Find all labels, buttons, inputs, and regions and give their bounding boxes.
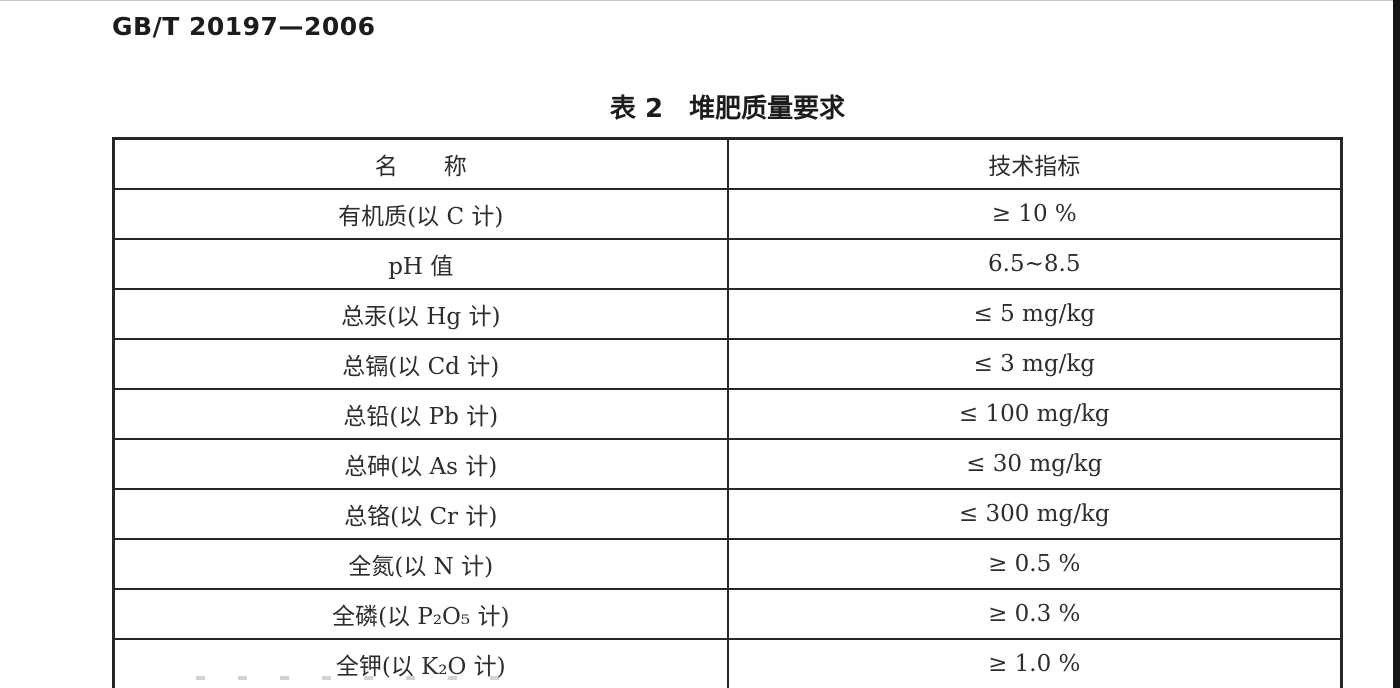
table-header-row: 名 称 技术指标 bbox=[112, 137, 1343, 190]
row-value-cell: ≥ 1.0 % bbox=[726, 638, 1343, 688]
standard-number: GB/T 20197—2006 bbox=[112, 12, 376, 41]
table-row: 有机质(以 C 计) ≥ 10 % bbox=[112, 188, 1343, 240]
row-name-cell: 总铬(以 Cr 计) bbox=[112, 488, 729, 540]
table-row: pH 值 6.5~8.5 bbox=[112, 238, 1343, 290]
scan-edge-artifact bbox=[1393, 0, 1400, 688]
row-name-cell: 总铅(以 Pb 计) bbox=[112, 388, 729, 440]
table-row: 总砷(以 As 计) ≤ 30 mg/kg bbox=[112, 438, 1343, 490]
row-name-cell: 总砷(以 As 计) bbox=[112, 438, 729, 490]
row-name-cell: 总汞(以 Hg 计) bbox=[112, 288, 729, 340]
row-name-cell: pH 值 bbox=[112, 238, 729, 290]
row-value-cell: 6.5~8.5 bbox=[726, 238, 1343, 290]
row-value-cell: ≥ 10 % bbox=[726, 188, 1343, 240]
row-name-cell: 有机质(以 C 计) bbox=[112, 188, 729, 240]
table-row: 总汞(以 Hg 计) ≤ 5 mg/kg bbox=[112, 288, 1343, 340]
table-row: 全氮(以 N 计) ≥ 0.5 % bbox=[112, 538, 1343, 590]
table-row: 总铅(以 Pb 计) ≤ 100 mg/kg bbox=[112, 388, 1343, 440]
table-row: 全钾(以 K₂O 计) ≥ 1.0 % bbox=[112, 638, 1343, 688]
compost-quality-table: 名 称 技术指标 有机质(以 C 计) ≥ 10 % pH 值 6.5~8.5 … bbox=[112, 137, 1343, 688]
row-name-cell: 总镉(以 Cd 计) bbox=[112, 338, 729, 390]
row-value-cell: ≤ 300 mg/kg bbox=[726, 488, 1343, 540]
column-header-name: 名 称 bbox=[112, 137, 729, 190]
table-caption: 表 2 堆肥质量要求 bbox=[609, 94, 846, 124]
table-row: 总镉(以 Cd 计) ≤ 3 mg/kg bbox=[112, 338, 1343, 390]
row-value-cell: ≥ 0.3 % bbox=[726, 588, 1343, 640]
row-value-cell: ≤ 5 mg/kg bbox=[726, 288, 1343, 340]
scan-top-hairline bbox=[0, 0, 1400, 1]
table-body: 有机质(以 C 计) ≥ 10 % pH 值 6.5~8.5 总汞(以 Hg 计… bbox=[112, 188, 1343, 688]
cut-off-text-artifact bbox=[196, 676, 526, 680]
table-row: 总铬(以 Cr 计) ≤ 300 mg/kg bbox=[112, 488, 1343, 540]
row-value-cell: ≥ 0.5 % bbox=[726, 538, 1343, 590]
row-value-cell: ≤ 30 mg/kg bbox=[726, 438, 1343, 490]
table-row: 全磷(以 P₂O₅ 计) ≥ 0.3 % bbox=[112, 588, 1343, 640]
row-name-cell: 全钾(以 K₂O 计) bbox=[112, 638, 729, 688]
row-name-cell: 全磷(以 P₂O₅ 计) bbox=[112, 588, 729, 640]
row-name-cell: 全氮(以 N 计) bbox=[112, 538, 729, 590]
row-value-cell: ≤ 100 mg/kg bbox=[726, 388, 1343, 440]
column-header-indicator: 技术指标 bbox=[726, 137, 1343, 190]
row-value-cell: ≤ 3 mg/kg bbox=[726, 338, 1343, 390]
